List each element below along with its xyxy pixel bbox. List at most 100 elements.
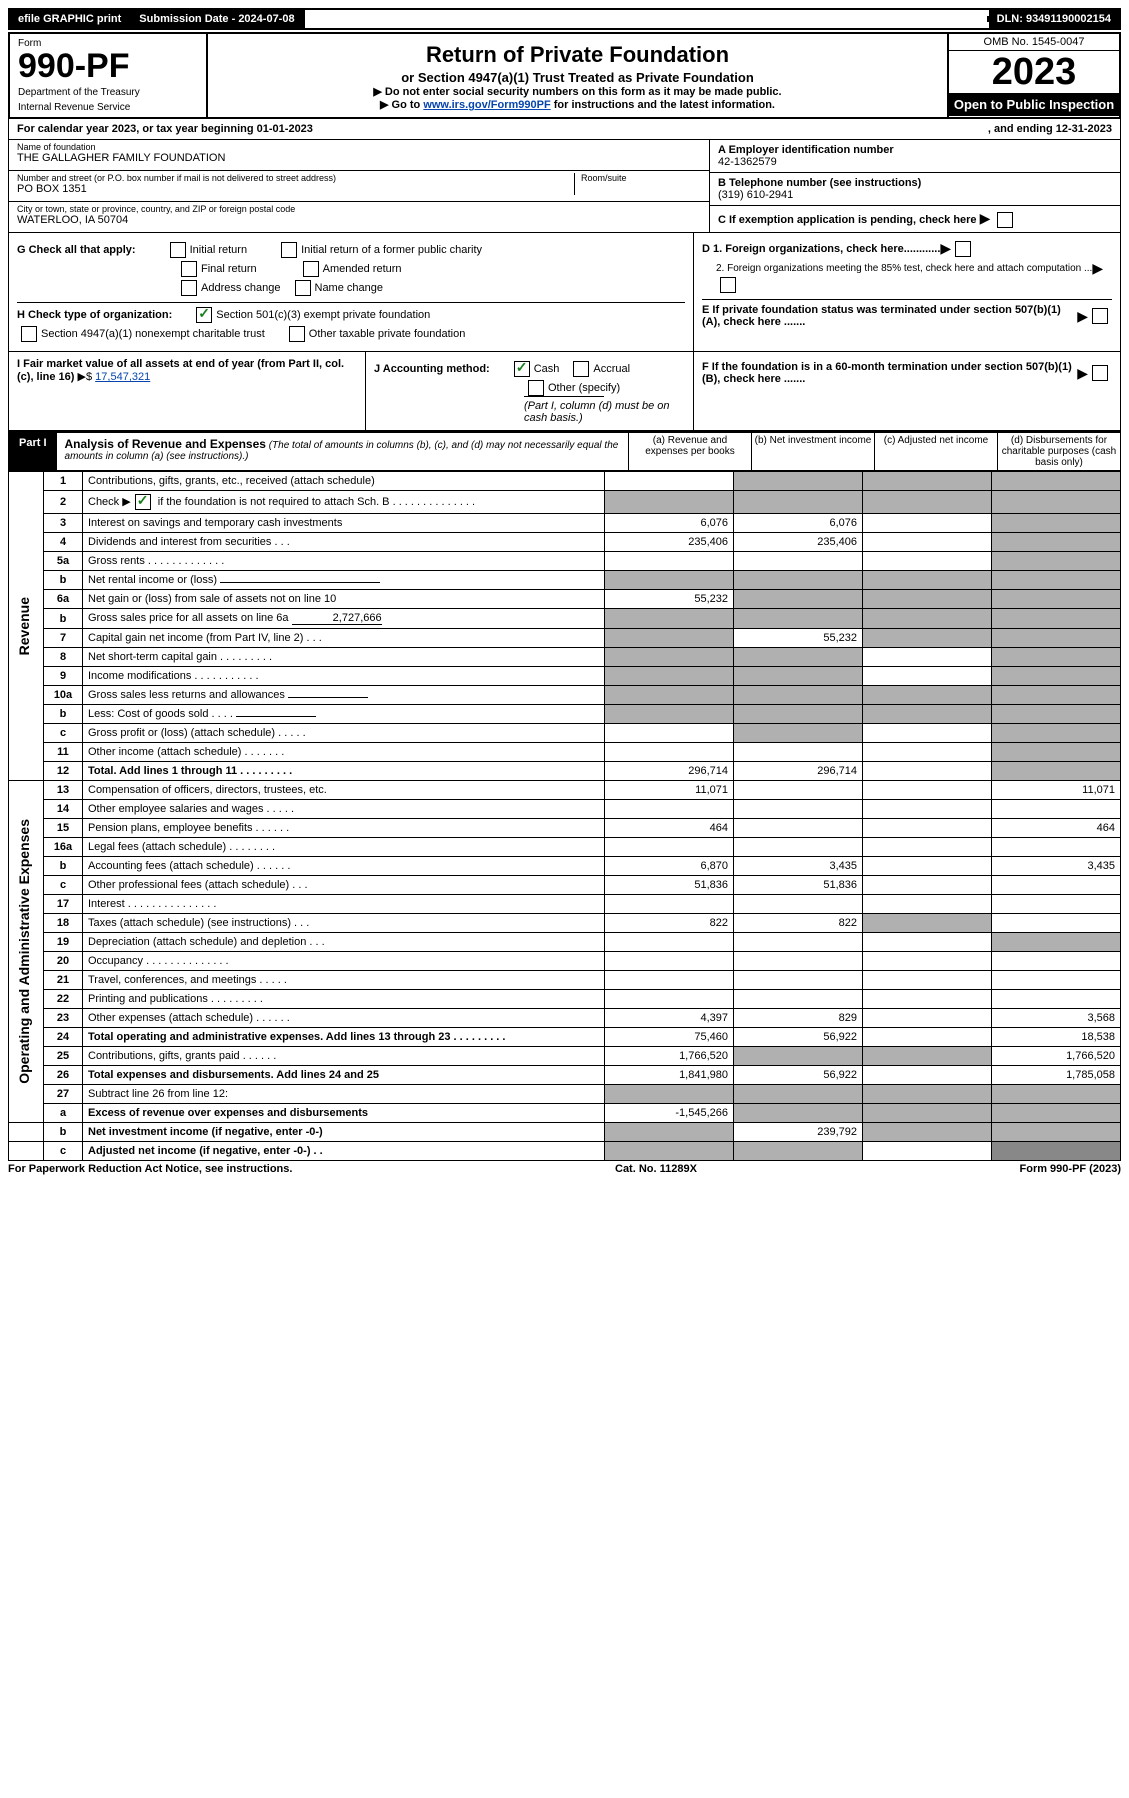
f-label: F If the foundation is in a 60-month ter…: [702, 361, 1077, 385]
revenue-side-label: Revenue: [14, 589, 34, 663]
g-label: G Check all that apply:: [17, 244, 136, 256]
chk-final[interactable]: [181, 261, 197, 277]
row-2: 2 Check ▶ if the foundation is not requi…: [9, 491, 1121, 514]
row-12: 12Total. Add lines 1 through 11 . . . . …: [9, 762, 1121, 781]
top-bar: efile GRAPHIC print Submission Date - 20…: [8, 8, 1121, 30]
row-20: 20Occupancy . . . . . . . . . . . . . .: [9, 952, 1121, 971]
footer-left: For Paperwork Reduction Act Notice, see …: [8, 1163, 292, 1175]
row-14: 14Other employee salaries and wages . . …: [9, 800, 1121, 819]
foundation-info: Name of foundation THE GALLAGHER FAMILY …: [8, 140, 1121, 233]
revenue-expense-table: Revenue 1 Contributions, gifts, grants, …: [8, 471, 1121, 1161]
i-label: I Fair market value of all assets at end…: [17, 358, 344, 383]
row-6b: bGross sales price for all assets on lin…: [9, 609, 1121, 629]
col-a-header: (a) Revenue and expenses per books: [628, 433, 751, 470]
chk-schB[interactable]: [135, 494, 151, 510]
row-16c: cOther professional fees (attach schedul…: [9, 876, 1121, 895]
dept-label: Department of the Treasury: [18, 87, 198, 98]
chk-e[interactable]: [1092, 308, 1108, 324]
chk-amended[interactable]: [303, 261, 319, 277]
row-19: 19Depreciation (attach schedule) and dep…: [9, 933, 1121, 952]
row-10b: bLess: Cost of goods sold . . . .: [9, 705, 1121, 724]
ein-label: A Employer identification number: [718, 144, 1112, 156]
row-1: Revenue 1 Contributions, gifts, grants, …: [9, 472, 1121, 491]
row-26: 26Total expenses and disbursements. Add …: [9, 1066, 1121, 1085]
tax-year: 2023: [949, 51, 1119, 93]
form-subtitle: or Section 4947(a)(1) Trust Treated as P…: [214, 70, 941, 85]
chk-cash[interactable]: [514, 361, 530, 377]
col-b-header: (b) Net investment income: [751, 433, 874, 470]
section-i-j-f: I Fair market value of all assets at end…: [8, 352, 1121, 431]
row-11: 11Other income (attach schedule) . . . .…: [9, 743, 1121, 762]
section-g-d: G Check all that apply: Initial return I…: [8, 233, 1121, 352]
row-16a: 16aLegal fees (attach schedule) . . . . …: [9, 838, 1121, 857]
omb-number: OMB No. 1545-0047: [949, 34, 1119, 51]
row-17: 17Interest . . . . . . . . . . . . . . .: [9, 895, 1121, 914]
i-arrow: ▶$: [78, 371, 93, 383]
row-3: 3Interest on savings and temporary cash …: [9, 514, 1121, 533]
dln-label: DLN: 93491190002154: [989, 10, 1119, 28]
row-21: 21Travel, conferences, and meetings . . …: [9, 971, 1121, 990]
page-footer: For Paperwork Reduction Act Notice, see …: [8, 1161, 1121, 1177]
arrow-icon: ▶: [980, 210, 991, 226]
addr-label: Number and street (or P.O. box number if…: [17, 173, 574, 183]
row-9: 9Income modifications . . . . . . . . . …: [9, 667, 1121, 686]
form-header: Form 990-PF Department of the Treasury I…: [8, 32, 1121, 119]
chk-initial[interactable]: [170, 242, 186, 258]
row-18: 18Taxes (attach schedule) (see instructi…: [9, 914, 1121, 933]
calendar-year-row: For calendar year 2023, or tax year begi…: [8, 119, 1121, 140]
e-label: E If private foundation status was termi…: [702, 304, 1077, 328]
row-16b: bAccounting fees (attach schedule) . . .…: [9, 857, 1121, 876]
form-number: 990-PF: [18, 49, 198, 83]
d2-label: 2. Foreign organizations meeting the 85%…: [716, 263, 1092, 274]
form-title: Return of Private Foundation: [214, 42, 941, 68]
chk-name-change[interactable]: [295, 280, 311, 296]
phone-value: (319) 610-2941: [718, 189, 1112, 201]
city-value: WATERLOO, IA 50704: [17, 214, 701, 226]
row-23: 23Other expenses (attach schedule) . . .…: [9, 1009, 1121, 1028]
addr-value: PO BOX 1351: [17, 183, 574, 195]
row-10c: cGross profit or (loss) (attach schedule…: [9, 724, 1121, 743]
city-label: City or town, state or province, country…: [17, 204, 701, 214]
row-7: 7Capital gain net income (from Part IV, …: [9, 629, 1121, 648]
chk-other-tax[interactable]: [289, 326, 305, 342]
chk-other-acct[interactable]: [528, 380, 544, 396]
room-label: Room/suite: [581, 173, 701, 183]
row-15: 15Pension plans, employee benefits . . .…: [9, 819, 1121, 838]
name-label: Name of foundation: [17, 142, 701, 152]
row-27b: bNet investment income (if negative, ent…: [9, 1123, 1121, 1142]
footer-center: Cat. No. 11289X: [615, 1163, 697, 1175]
open-public: Open to Public Inspection: [949, 93, 1119, 116]
chk-accrual[interactable]: [573, 361, 589, 377]
efile-label[interactable]: efile GRAPHIC print: [10, 10, 131, 28]
chk-initial-former[interactable]: [281, 242, 297, 258]
c-checkbox[interactable]: [997, 212, 1013, 228]
row-4: 4Dividends and interest from securities …: [9, 533, 1121, 552]
submission-date: Submission Date - 2024-07-08: [131, 10, 304, 28]
row-27: 27Subtract line 26 from line 12:: [9, 1085, 1121, 1104]
irs-link[interactable]: www.irs.gov/Form990PF: [423, 99, 550, 111]
part1-label: Part I: [9, 433, 57, 470]
row-6a: 6aNet gain or (loss) from sale of assets…: [9, 590, 1121, 609]
expenses-side-label: Operating and Administrative Expenses: [14, 811, 34, 1092]
d1-label: D 1. Foreign organizations, check here..…: [702, 243, 940, 255]
row-10a: 10aGross sales less returns and allowanc…: [9, 686, 1121, 705]
part1-header: Part I Analysis of Revenue and Expenses …: [8, 431, 1121, 471]
col-c-header: (c) Adjusted net income: [874, 433, 997, 470]
chk-f[interactable]: [1092, 365, 1108, 381]
chk-4947[interactable]: [21, 326, 37, 342]
row-8: 8Net short-term capital gain . . . . . .…: [9, 648, 1121, 667]
ein-value: 42-1362579: [718, 156, 1112, 168]
chk-501c3[interactable]: [196, 307, 212, 323]
chk-addr-change[interactable]: [181, 280, 197, 296]
part1-title: Analysis of Revenue and Expenses: [65, 437, 266, 451]
spacer: [305, 16, 989, 22]
chk-d2[interactable]: [720, 277, 736, 293]
row-27c: cAdjusted net income (if negative, enter…: [9, 1142, 1121, 1161]
chk-d1[interactable]: [955, 241, 971, 257]
fmv-value[interactable]: 17,547,321: [95, 371, 150, 383]
row-27a: aExcess of revenue over expenses and dis…: [9, 1104, 1121, 1123]
note-link: ▶ Go to www.irs.gov/Form990PF for instru…: [214, 98, 941, 111]
c-label: C If exemption application is pending, c…: [718, 214, 977, 226]
phone-label: B Telephone number (see instructions): [718, 177, 1112, 189]
row-5b: bNet rental income or (loss): [9, 571, 1121, 590]
